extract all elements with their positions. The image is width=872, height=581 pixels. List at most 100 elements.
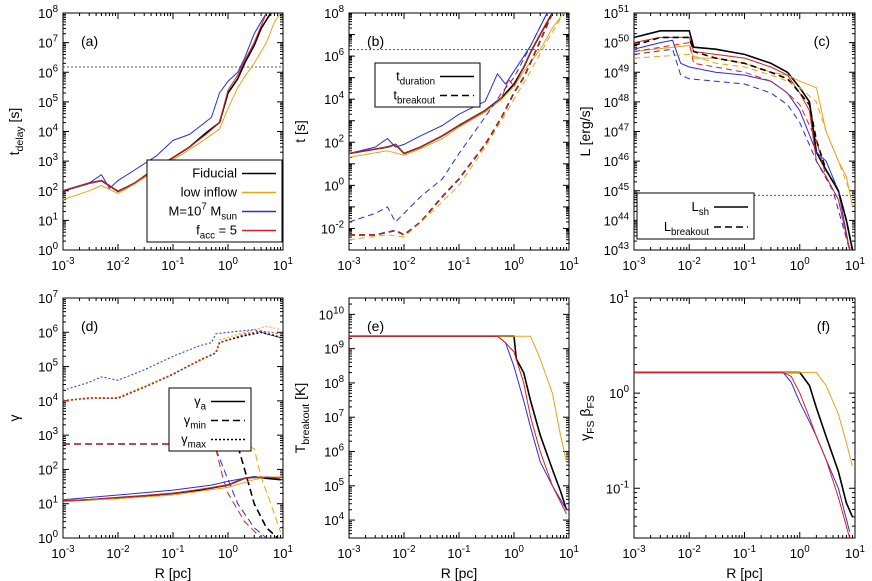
series-line	[634, 42, 851, 250]
series-line	[634, 48, 851, 250]
y-tick-label: 107	[38, 34, 58, 51]
y-tick-label: 100	[609, 384, 629, 401]
series-line	[349, 335, 567, 515]
series-line	[349, 335, 567, 462]
y-tick-label: 100	[324, 176, 344, 193]
series-line	[349, 13, 565, 158]
x-tick-label: 10-2	[678, 256, 701, 273]
legend-label: γa	[194, 394, 207, 413]
series-group	[349, 13, 565, 241]
y-tick-label: 104	[324, 511, 344, 528]
y-tick-label: 1051	[604, 4, 629, 21]
legend-label: low inflow	[181, 185, 238, 200]
x-tick-label: 100	[790, 544, 810, 561]
legend-box	[636, 192, 755, 240]
y-axis-label: Tbreakout [K]	[292, 383, 312, 453]
panel-tag: (e)	[367, 318, 384, 334]
panel-tag: (c)	[814, 33, 830, 49]
y-tick-label: 107	[38, 289, 58, 306]
y-tick-label: 106	[324, 443, 344, 460]
x-tick-label: 101	[845, 256, 865, 273]
series-line	[634, 371, 853, 467]
y-tick-label: 105	[38, 93, 58, 110]
y-tick-label: 105	[38, 358, 58, 375]
x-tick-label: 101	[845, 544, 865, 561]
panel-d: 10-3 10-2 10-1 100 101 100 101 102 103 104 105 106 1…	[6, 289, 293, 581]
series-line	[63, 13, 267, 192]
x-tick-label: 10-2	[392, 544, 415, 561]
legend-box	[374, 62, 481, 108]
legend-label: Lsh	[691, 199, 709, 218]
series-line	[634, 36, 854, 250]
series-line	[63, 13, 267, 192]
x-tick-label: 10-1	[447, 544, 470, 561]
series-line	[63, 476, 281, 502]
y-axis-label: L [erg/s]	[577, 106, 593, 156]
panel-b: 10-3 10-2 10-1 100 101 10-2 100 102 104 106 108 t […	[292, 4, 579, 273]
y-tick-label: 101	[38, 211, 58, 228]
y-tick-label: 10-1	[606, 479, 629, 496]
legend-label: tbreakout	[393, 88, 435, 107]
legend-label: γmin	[184, 413, 206, 432]
y-tick-label: 101	[38, 495, 58, 512]
y-tick-label: 1048	[604, 93, 629, 110]
y-tick-label: 108	[324, 4, 344, 21]
y-tick-label: 105	[324, 477, 344, 494]
x-tick-label: 10-3	[51, 256, 74, 273]
y-tick-label: 1010	[319, 305, 345, 322]
panel-tag: (f)	[817, 318, 830, 334]
y-tick-label: 106	[38, 63, 58, 80]
series-line	[63, 330, 281, 402]
y-tick-label: 106	[38, 323, 58, 340]
panel-tag: (b)	[367, 33, 384, 49]
series-line	[63, 13, 281, 201]
legend-label: M=107 Msun	[168, 202, 237, 223]
x-tick-label: 10-2	[106, 256, 129, 273]
y-tick-label: 10-2	[321, 219, 344, 236]
x-tick-label: 10-2	[678, 544, 701, 561]
legend-label: Lbreakout	[664, 219, 709, 238]
series-line	[63, 443, 281, 533]
series-line	[349, 13, 548, 223]
series-line	[63, 443, 279, 538]
series-line	[634, 36, 851, 250]
x-axis-label: R [pc]	[726, 565, 763, 581]
y-tick-label: 1049	[604, 63, 629, 80]
x-axis-label: R [pc]	[441, 565, 478, 581]
legend-label: facc = 5	[196, 223, 237, 242]
series-line	[634, 45, 853, 207]
series-line	[349, 13, 553, 154]
legend-label: Fiducial	[192, 166, 237, 181]
y-tick-label: 1044	[604, 211, 630, 228]
panel-tag: (d)	[81, 318, 98, 334]
x-tick-label: 101	[273, 544, 293, 561]
panel-f: 10-3 10-2 10-1 100 101 10-1 100 101 R [pc] γFS βF…	[577, 289, 865, 581]
panel-c: 10-3 10-2 10-1 100 101 1043 1044 1045 1046 1047 10…	[577, 4, 865, 273]
y-tick-label: 102	[38, 460, 58, 477]
y-tick-label: 100	[38, 241, 58, 258]
y-axis-label: γ	[6, 415, 22, 422]
x-tick-label: 10-1	[733, 544, 756, 561]
y-tick-label: 1045	[604, 182, 630, 199]
series-line	[63, 329, 281, 391]
panel-a: 10-3 10-2 10-1 100 101 100 101 102 103 104 105 106 1…	[6, 4, 293, 273]
y-tick-label: 100	[38, 529, 58, 546]
y-tick-label: 101	[609, 289, 629, 306]
x-tick-label: 10-3	[51, 544, 74, 561]
x-tick-label: 10-2	[106, 544, 129, 561]
x-tick-label: 10-1	[733, 256, 756, 273]
legend-label: tduration	[396, 69, 435, 88]
y-tick-label: 102	[38, 182, 58, 199]
x-tick-label: 101	[559, 256, 579, 273]
x-tick-label: 10-3	[337, 256, 360, 273]
y-tick-label: 1047	[604, 123, 629, 140]
series-line	[349, 335, 567, 511]
plot-frame	[633, 297, 856, 539]
series-line	[63, 331, 281, 402]
x-tick-label: 10-1	[447, 256, 470, 273]
panel-e: 10-3 10-2 10-1 100 101 104 105 106 107 108 109 1010…	[292, 297, 579, 581]
